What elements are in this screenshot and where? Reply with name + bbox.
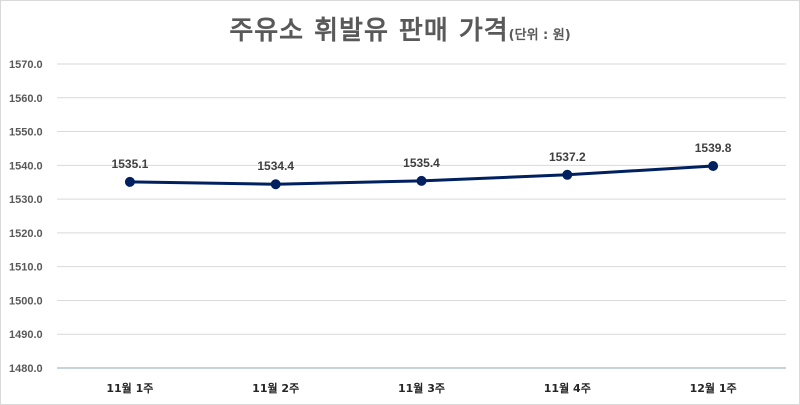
x-tick-label: 11월 2주 (252, 381, 299, 395)
y-tick-label: 1520.0 (9, 228, 43, 240)
y-tick-label: 1540.0 (9, 160, 43, 172)
data-point-marker[interactable] (270, 179, 281, 190)
chart-unit-label: (단위 : 원) (508, 28, 571, 43)
y-tick-label: 1560.0 (9, 93, 43, 105)
y-tick-label: 1530.0 (9, 194, 43, 206)
data-label: 1535.1 (112, 157, 149, 171)
gridlines (57, 63, 786, 369)
y-tick-label: 1480.0 (9, 363, 43, 375)
data-labels: 1535.1 1534.4 1535.4 1537.2 1539.8 (112, 141, 732, 173)
data-label: 1537.2 (549, 150, 586, 164)
y-axis-labels: 1570.0 1560.0 1550.0 1540.0 1530.0 1520.0 1510… (9, 59, 43, 375)
x-tick-label: 11월 3주 (398, 381, 445, 395)
data-point-marker[interactable] (124, 176, 135, 187)
y-tick-label: 1500.0 (9, 295, 43, 307)
data-label: 1535.4 (403, 156, 440, 170)
data-point-marker[interactable] (708, 161, 719, 172)
data-point-marker[interactable] (416, 175, 427, 186)
x-tick-label: 11월 1주 (106, 381, 153, 395)
x-tick-label: 11월 4주 (544, 381, 591, 395)
data-label: 1534.4 (257, 159, 294, 173)
y-tick-label: 1570.0 (9, 59, 43, 71)
data-series (124, 161, 719, 190)
chart-title-text: 주유소 휘발유 판매 가격 (229, 16, 509, 46)
data-point-marker[interactable] (562, 169, 573, 180)
y-tick-label: 1490.0 (9, 329, 43, 341)
chart-title: 주유소 휘발유 판매 가격(단위 : 원) (0, 10, 800, 47)
y-tick-label: 1550.0 (9, 127, 43, 139)
x-tick-label: 12월 1주 (690, 381, 737, 395)
y-tick-label: 1510.0 (9, 262, 43, 274)
data-label: 1539.8 (695, 141, 732, 155)
x-axis-labels: 11월 1주 11월 2주 11월 3주 11월 4주 12월 1주 (106, 381, 736, 395)
